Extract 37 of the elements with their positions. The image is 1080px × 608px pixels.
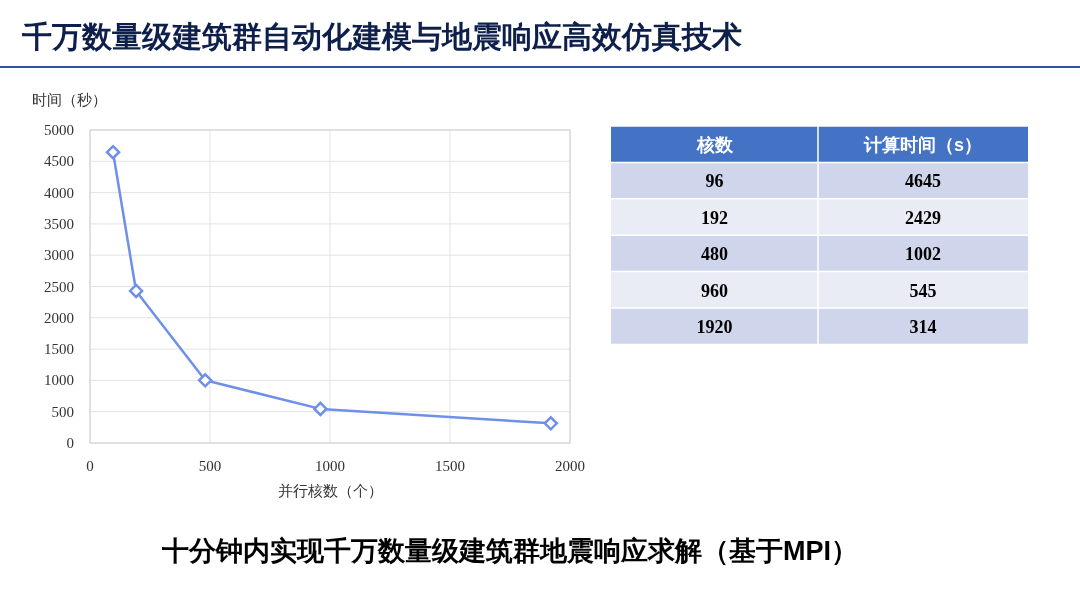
text: 计算时间（s） [862, 135, 983, 155]
text: 545 [909, 280, 937, 301]
text: 十分钟内实现千万数量级建筑群地震响应求解（基于MPI） [160, 536, 859, 566]
point [543, 416, 559, 431]
point [105, 144, 121, 160]
text: 314 [909, 317, 937, 337]
y-tick-label: 3000 [44, 247, 74, 264]
text: 4645 [905, 171, 941, 192]
y-tick-label: 3500 [44, 215, 74, 232]
point [197, 373, 213, 388]
y-tick-label: 5000 [44, 122, 74, 138]
text: 2429 [905, 207, 941, 228]
y-tick-label: 4500 [44, 153, 74, 170]
y-tick-label: 1500 [44, 341, 74, 358]
x-tick-label: 500 [198, 458, 222, 474]
text: 1002 [905, 244, 941, 265]
y-axis-title: 时间（秒） [32, 92, 107, 108]
text: 1920 [696, 317, 733, 337]
x-tick-label: 0 [86, 458, 94, 474]
x-tick-label: 2000 [555, 458, 585, 474]
text: 960 [701, 280, 728, 301]
y-tick-label: 2500 [44, 278, 74, 295]
chart-title: 千万数量级建筑群自动化建模与地震响应高效仿真技术 [21, 20, 742, 53]
text: 96 [705, 171, 724, 192]
y-tick-label: 0 [66, 435, 74, 451]
y-tick-label: 500 [51, 403, 74, 420]
point [128, 283, 144, 299]
text: 192 [701, 207, 728, 228]
y-tick-label: 2000 [44, 309, 74, 326]
x-tick-label: 1000 [315, 458, 345, 474]
x-tick-label: 1500 [435, 458, 465, 474]
text: 480 [701, 244, 728, 265]
y-tick-label: 4000 [44, 184, 74, 201]
point [313, 401, 328, 417]
y-tick-label: 1000 [44, 372, 74, 389]
text: 核数 [695, 135, 734, 155]
x-axis-title: 并行核数（个） [277, 483, 383, 499]
